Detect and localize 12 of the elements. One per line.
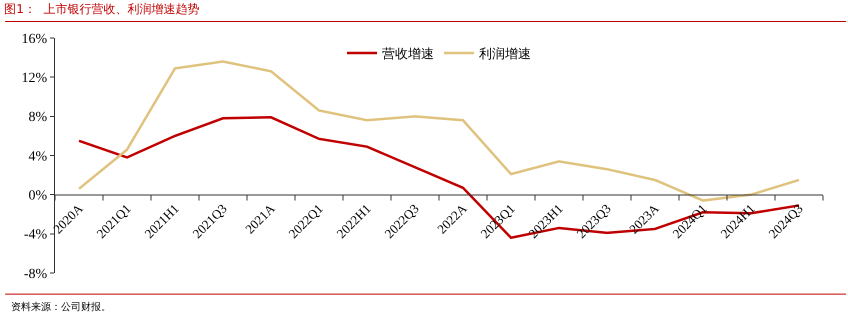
y-tick-label: 12% [22, 71, 48, 86]
chart-title: 图1： 上市银行营收、利润增速趋势 [4, 2, 200, 16]
legend-label: 利润增速 [479, 47, 531, 62]
y-tick-label: -4% [24, 228, 48, 243]
line-series [78, 60, 800, 202]
y-tick-label: 8% [28, 110, 48, 126]
text: 资料来源：公司财报。 [11, 301, 111, 313]
legend-label: 营收增速 [382, 47, 434, 62]
y-tick-label: 16% [22, 32, 48, 47]
y-tick-label: -8% [24, 266, 48, 282]
y-tick-label: 4% [28, 149, 48, 164]
y-tick-label: 0% [28, 188, 48, 204]
